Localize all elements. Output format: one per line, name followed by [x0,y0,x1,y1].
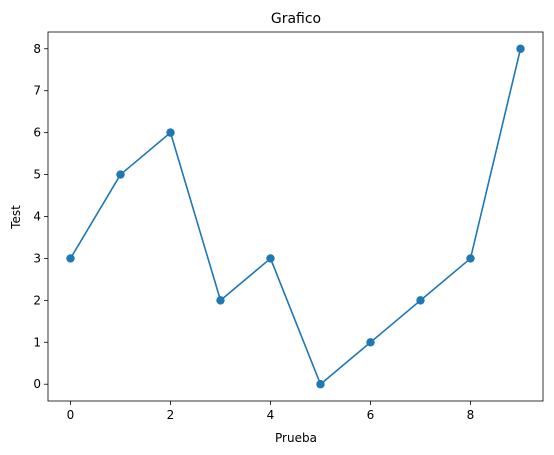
data-point [516,44,525,53]
y-tick-label: 6 [33,126,41,140]
chart-title: Grafico [271,11,321,27]
x-tick-label: 0 [67,408,75,422]
data-point [466,254,475,263]
plot-area: 0 2 4 6 8 0 1 2 3 4 5 6 7 8 [33,31,544,422]
y-axis-label: Test [9,205,23,230]
data-point [116,170,125,179]
data-point [216,296,225,305]
x-axis-label: Prueba [275,431,317,445]
x-tick-label: 4 [267,408,275,422]
x-tick-label: 2 [167,408,175,422]
y-tick-label: 5 [33,168,41,182]
data-point [366,338,375,347]
y-tick-label: 7 [33,84,41,98]
data-point [66,254,75,263]
y-tick-label: 4 [33,210,41,224]
x-tick-label: 6 [367,408,375,422]
y-tick-label: 2 [33,293,41,307]
data-point [266,254,275,263]
data-point [416,296,425,305]
y-tick-label: 0 [33,377,41,391]
y-tick-label: 3 [33,251,41,265]
x-tick-label: 8 [467,408,475,422]
series-line [69,48,522,386]
y-tick-label: 1 [33,335,41,349]
data-point [166,128,175,137]
y-tick-label: 8 [33,42,41,56]
data-point [316,380,325,389]
plot-frame [47,31,544,402]
